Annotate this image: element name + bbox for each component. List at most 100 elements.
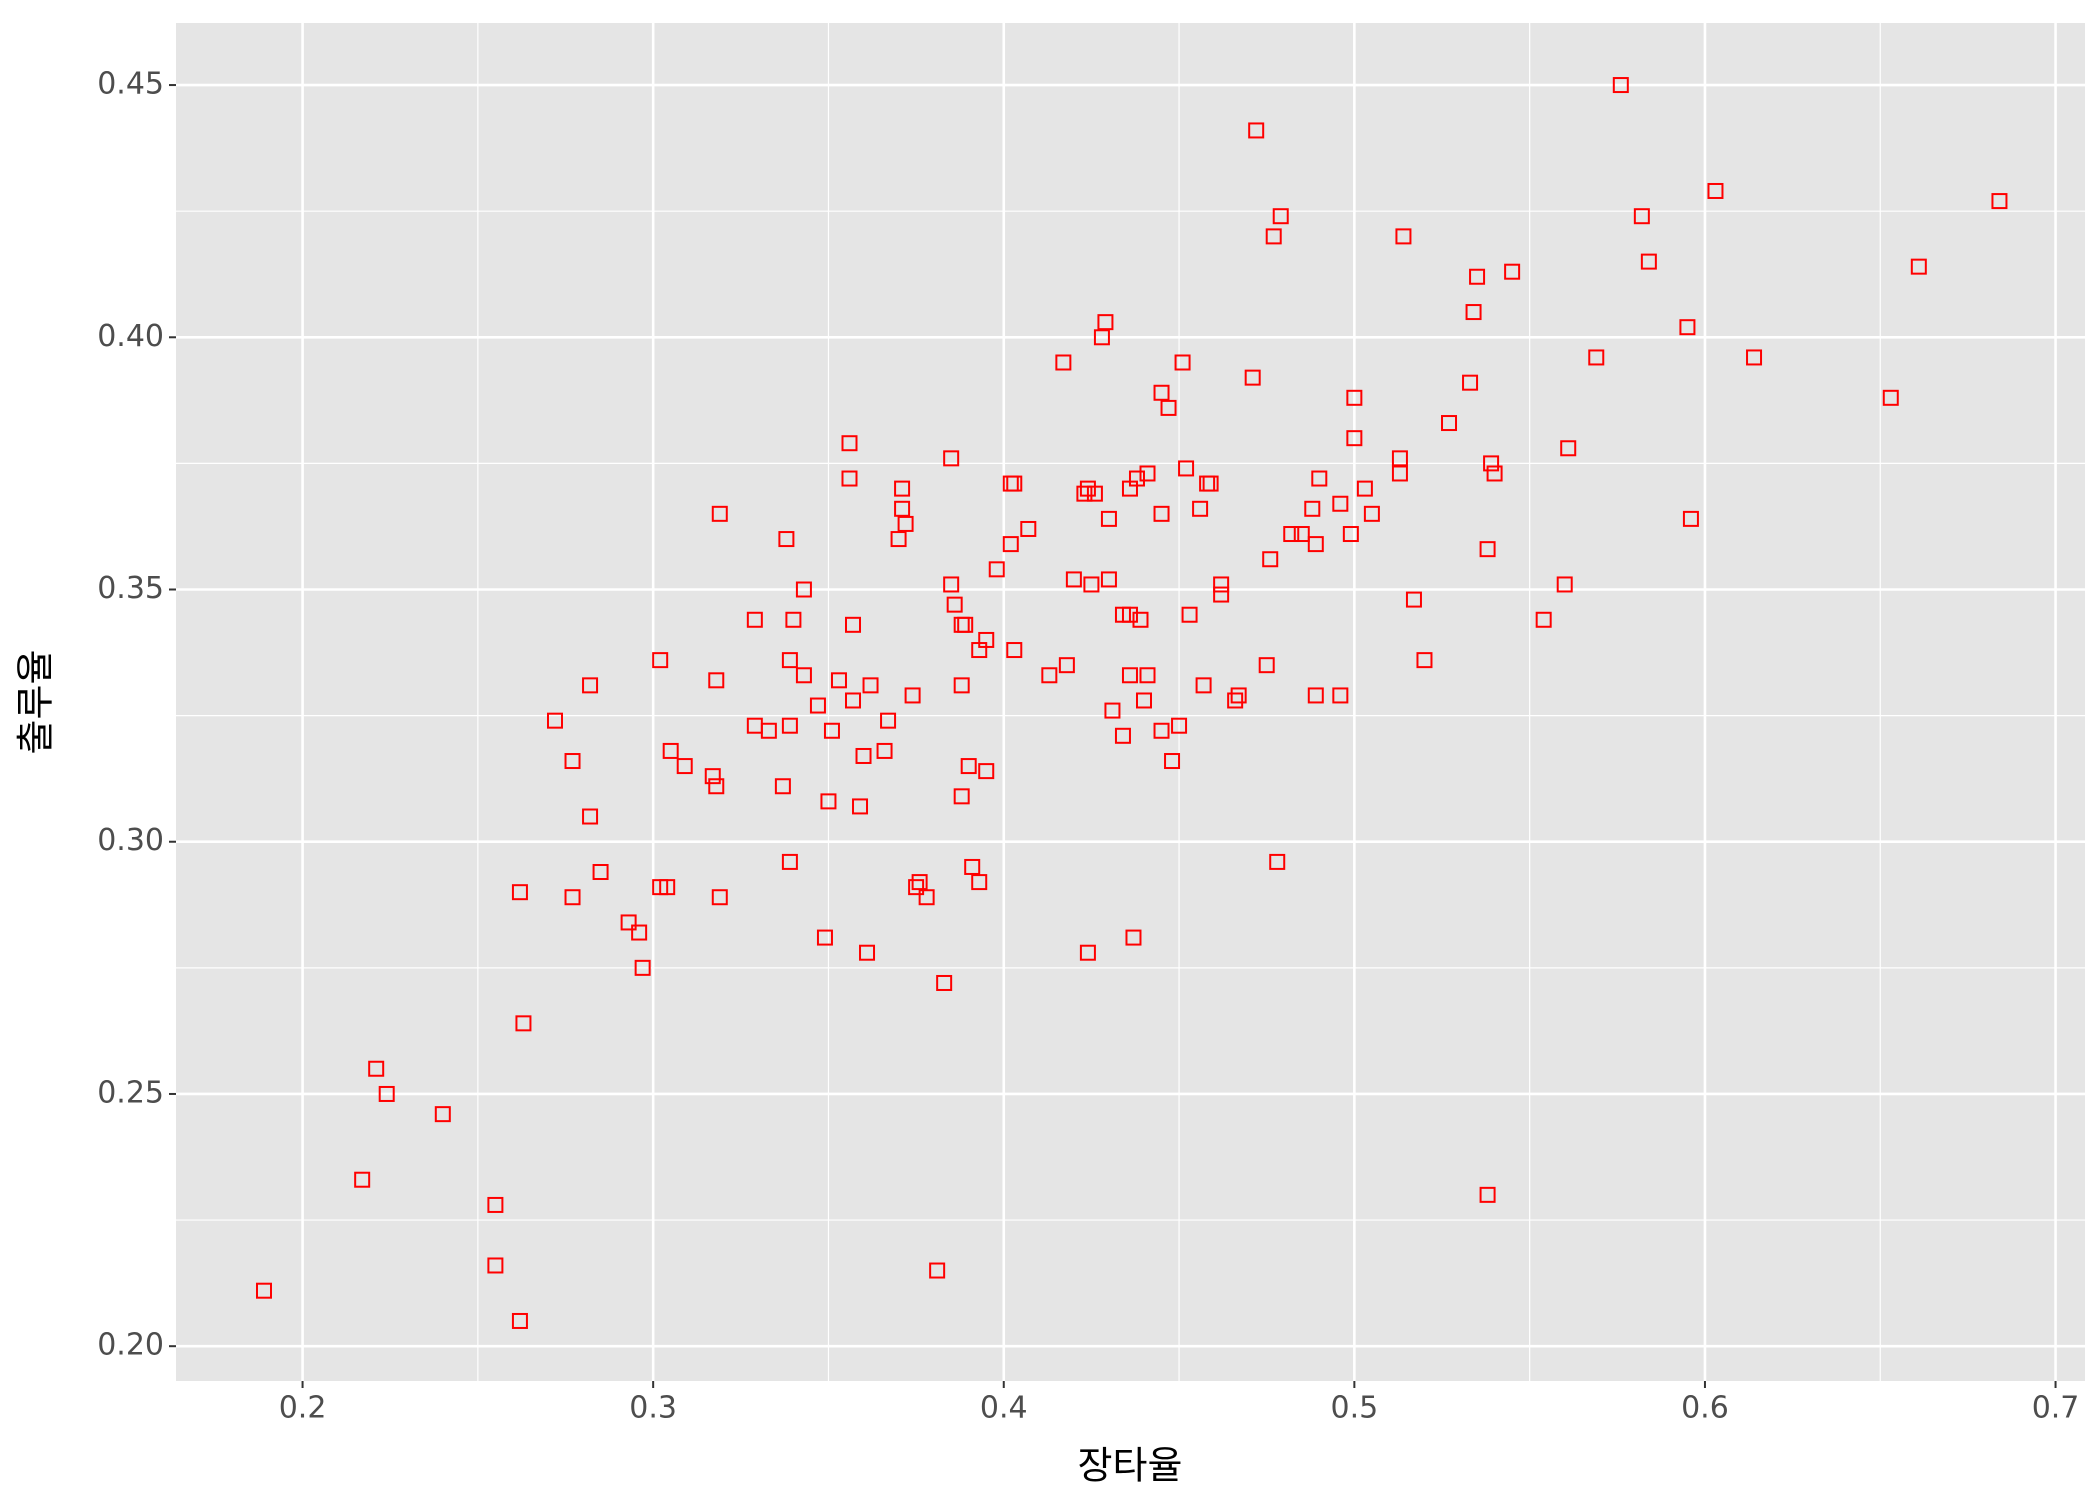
point xyxy=(1395,228,1412,245)
point xyxy=(1153,505,1170,522)
point xyxy=(1346,389,1363,406)
x-axis-title: 장타율 xyxy=(1078,1444,1183,1488)
point xyxy=(1097,314,1114,331)
point xyxy=(1560,440,1577,457)
point xyxy=(1640,253,1657,270)
point xyxy=(816,929,833,946)
point xyxy=(368,1060,385,1077)
point xyxy=(1356,480,1373,497)
point xyxy=(1213,586,1230,603)
point xyxy=(378,1085,395,1102)
point xyxy=(1086,485,1103,502)
point xyxy=(1441,415,1458,432)
x-tick-label: 0.2 xyxy=(279,1391,327,1426)
point xyxy=(1153,722,1170,739)
point xyxy=(855,747,872,764)
point xyxy=(1307,536,1324,553)
point xyxy=(1041,667,1058,684)
point xyxy=(1416,652,1433,669)
point xyxy=(1174,354,1191,371)
point xyxy=(1486,465,1503,482)
point xyxy=(620,914,637,931)
y-axis-title: 출루율 xyxy=(14,650,58,755)
point xyxy=(1262,551,1279,568)
point xyxy=(564,889,581,906)
y-tick-label: 0.35 xyxy=(97,571,164,606)
x-tick-label: 0.6 xyxy=(1681,1391,1729,1426)
point xyxy=(911,874,928,891)
point xyxy=(1083,576,1100,593)
point xyxy=(1065,571,1082,588)
point xyxy=(1227,692,1244,709)
point xyxy=(894,480,911,497)
point xyxy=(1139,667,1156,684)
point xyxy=(1265,228,1282,245)
point xyxy=(1910,258,1927,275)
point xyxy=(960,758,977,775)
point xyxy=(1132,611,1149,628)
point xyxy=(1504,263,1521,280)
point xyxy=(1679,319,1696,336)
point xyxy=(978,631,995,648)
point xyxy=(841,435,858,452)
point xyxy=(760,722,777,739)
point xyxy=(936,974,953,991)
point xyxy=(823,722,840,739)
point xyxy=(1055,354,1072,371)
point xyxy=(1076,485,1093,502)
point xyxy=(929,1262,946,1279)
point xyxy=(1213,576,1230,593)
point xyxy=(487,1196,504,1213)
point xyxy=(957,616,974,633)
point xyxy=(795,667,812,684)
point xyxy=(897,515,914,532)
point xyxy=(978,763,995,780)
y-tick-label: 0.20 xyxy=(97,1328,164,1363)
point xyxy=(1114,727,1131,744)
point xyxy=(1483,455,1500,472)
x-tick-label: 0.5 xyxy=(1330,1391,1378,1426)
point xyxy=(1556,576,1573,593)
point xyxy=(711,889,728,906)
point xyxy=(880,712,897,729)
y-tick-label: 0.45 xyxy=(97,67,164,102)
point xyxy=(781,717,798,734)
point xyxy=(1100,571,1117,588)
point xyxy=(1244,369,1261,386)
point xyxy=(631,924,648,941)
point xyxy=(1171,717,1188,734)
point xyxy=(830,672,847,689)
point xyxy=(1283,526,1300,543)
point xyxy=(1405,591,1422,608)
point xyxy=(1100,510,1117,527)
point xyxy=(255,1282,272,1299)
point xyxy=(1125,929,1142,946)
point xyxy=(1332,495,1349,512)
point xyxy=(1248,122,1265,139)
point xyxy=(1058,657,1075,674)
point xyxy=(841,470,858,487)
point xyxy=(1160,399,1177,416)
x-tick-label: 0.7 xyxy=(2032,1391,2080,1426)
point xyxy=(774,778,791,795)
point xyxy=(1006,642,1023,659)
point xyxy=(1991,193,2008,210)
point xyxy=(1128,470,1145,487)
point xyxy=(1230,687,1247,704)
point xyxy=(708,778,725,795)
point xyxy=(1633,208,1650,225)
point xyxy=(809,697,826,714)
point xyxy=(1707,182,1724,199)
point xyxy=(1153,384,1170,401)
point xyxy=(852,798,869,815)
point xyxy=(845,616,862,633)
point xyxy=(511,884,528,901)
point xyxy=(1882,389,1899,406)
point xyxy=(1304,500,1321,517)
point xyxy=(1269,853,1286,870)
point xyxy=(708,672,725,689)
point xyxy=(1093,329,1110,346)
point xyxy=(1121,606,1138,623)
point xyxy=(1164,753,1181,770)
